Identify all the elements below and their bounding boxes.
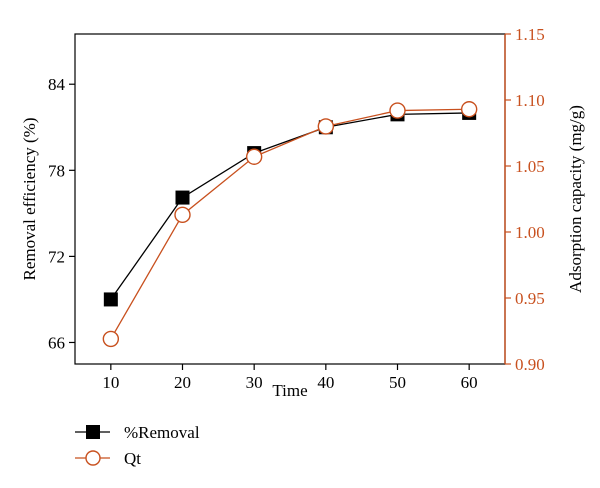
right-y-tick-label: 1.15 <box>515 25 545 44</box>
x-tick-label: 40 <box>317 373 334 392</box>
series-line-qt <box>110 108 470 340</box>
data-point-qt <box>245 148 263 165</box>
legend-label-removal: %Removal <box>124 423 200 442</box>
legend-item-qt: Qt <box>75 449 141 468</box>
data-point-qt <box>174 206 191 224</box>
data-point-qt <box>102 330 120 348</box>
right-y-tick-label: 1.00 <box>515 223 545 242</box>
legend-label-qt: Qt <box>124 449 141 468</box>
right-y-axis-title: Adsorption capacity (mg/g) <box>566 105 585 293</box>
right-y-tick-label: 1.05 <box>515 157 545 176</box>
data-point-removal <box>175 190 190 205</box>
data-point-qt <box>460 101 478 118</box>
legend: %Removal Qt <box>75 423 200 468</box>
x-tick-label: 20 <box>174 373 191 392</box>
plot-frame <box>74 33 506 365</box>
legend-marker-square <box>86 425 100 439</box>
legend-marker-circle <box>85 450 101 466</box>
left-y-axis-title: Removal efficiency (%) <box>20 117 39 280</box>
x-tick-label: 10 <box>102 373 119 392</box>
left-y-tick-label: 72 <box>48 247 65 266</box>
series-layer <box>102 101 478 348</box>
x-tick-label: 60 <box>461 373 478 392</box>
right-y-tick-label: 0.95 <box>515 289 545 308</box>
data-point-removal <box>103 292 118 307</box>
right-y-axis: 0.90 0.95 1.00 1.05 1.10 1.15 <box>504 25 545 374</box>
left-y-tick-label: 84 <box>48 75 66 94</box>
x-axis-title: Time <box>272 381 307 400</box>
series-line-removal <box>110 112 470 300</box>
data-point-qt <box>389 102 406 119</box>
right-y-tick-label: 0.90 <box>515 355 545 374</box>
right-y-tick-label: 1.10 <box>515 91 545 110</box>
left-y-axis: 66 72 78 84 <box>48 75 75 352</box>
x-axis: 10 20 30 40 50 60 <box>102 364 478 392</box>
left-y-tick-label: 66 <box>48 333 65 352</box>
data-point-qt <box>317 118 335 135</box>
left-y-tick-label: 78 <box>48 161 65 180</box>
x-tick-label: 30 <box>246 373 263 392</box>
x-tick-label: 50 <box>389 373 406 392</box>
legend-item-removal: %Removal <box>75 423 200 442</box>
